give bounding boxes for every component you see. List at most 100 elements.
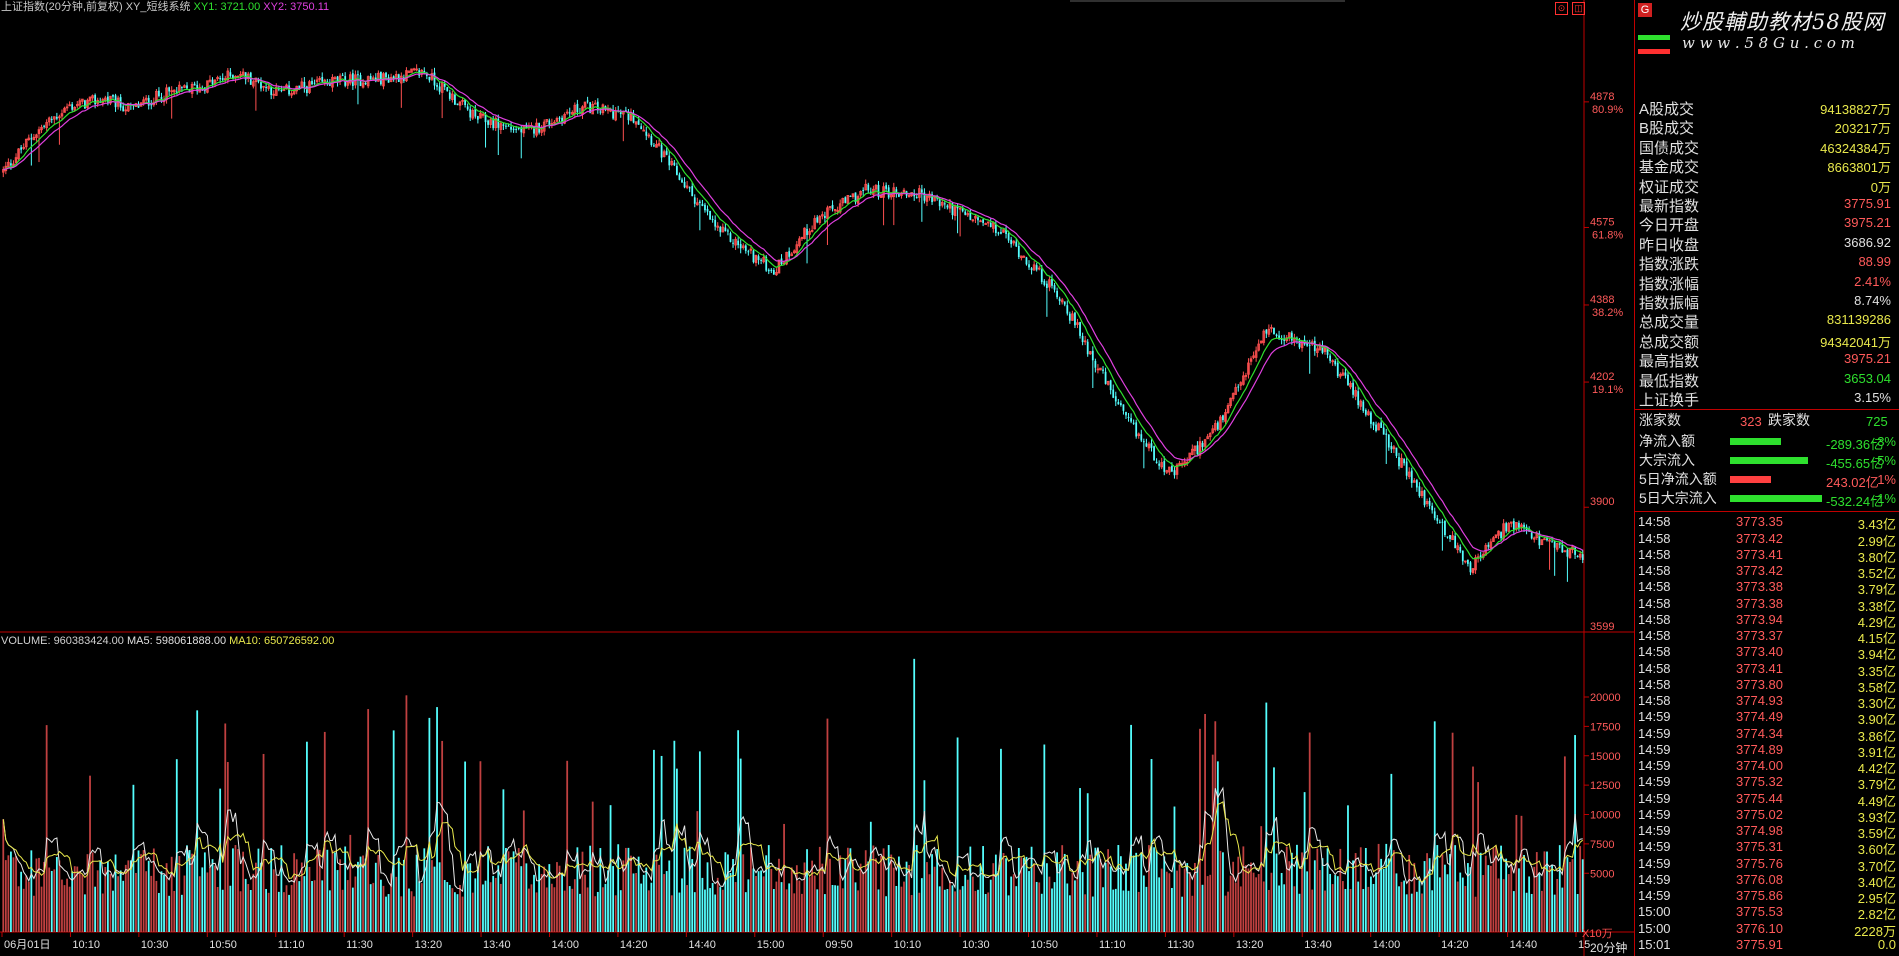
tick-row[interactable]: 14:59 3776.08 3.40亿 [1636, 872, 1899, 890]
price-tick-label: 4575 [1590, 216, 1614, 228]
volume-bar [252, 873, 255, 932]
tick-time: 14:58 [1638, 530, 1671, 546]
candle-body [400, 75, 403, 84]
volume-bar [229, 885, 232, 932]
volume-bar [612, 866, 615, 932]
volume-bar [1495, 845, 1497, 932]
volume-bar [686, 885, 689, 932]
tick-row[interactable]: 14:58 3773.37 4.15亿 [1636, 628, 1899, 646]
tick-row[interactable]: 14:59 3774.89 3.91亿 [1636, 742, 1899, 760]
tick-time: 14:58 [1638, 546, 1671, 562]
tick-row[interactable]: 15:01 3775.91 0.0 [1636, 937, 1899, 955]
price-tick-label: 4202 [1590, 371, 1614, 383]
tick-row[interactable]: 14:59 3775.31 3.60亿 [1636, 839, 1899, 857]
candle-body [1420, 490, 1424, 497]
volume-bar [747, 879, 750, 932]
candle-body [474, 108, 477, 117]
volume-bar [413, 896, 415, 932]
tick-price: 3773.41 [1736, 546, 1783, 562]
tick-row[interactable]: 14:58 3773.42 3.52亿 [1636, 563, 1899, 581]
tick-row[interactable]: 14:58 3773.41 3.35亿 [1636, 661, 1899, 679]
tick-row[interactable]: 15:00 3776.10 2228万 [1636, 921, 1899, 939]
volume-bar [1171, 887, 1173, 932]
volume-bar [665, 871, 668, 932]
candle-body [1196, 445, 1199, 455]
volume-bar [4, 860, 7, 932]
tick-row[interactable]: 14:59 3775.02 3.93亿 [1636, 807, 1899, 825]
candle-body [795, 244, 799, 253]
volume-bar [834, 885, 836, 932]
candle-body [1469, 562, 1472, 573]
candle-body [127, 103, 130, 112]
volume-bar [1533, 866, 1536, 932]
candle-body [798, 238, 801, 246]
tick-row[interactable]: 14:59 3774.49 3.90亿 [1636, 709, 1899, 727]
volume-bar [211, 859, 214, 932]
candle-body [1487, 544, 1490, 547]
tick-row[interactable]: 14:58 3773.94 4.29亿 [1636, 612, 1899, 630]
volume-bar [520, 866, 523, 932]
tick-row[interactable]: 14:58 3774.93 3.30亿 [1636, 693, 1899, 711]
tick-row[interactable]: 15:00 3775.53 2.82亿 [1636, 904, 1899, 922]
volume-bar [1535, 852, 1538, 932]
candle-body [1359, 400, 1363, 407]
tick-row[interactable]: 14:58 3773.38 3.38亿 [1636, 596, 1899, 614]
volume-bar [58, 860, 61, 932]
volume-bar [17, 886, 20, 932]
tick-row[interactable]: 14:59 3774.34 3.86亿 [1636, 726, 1899, 744]
info-row: 最高指数 3975.21 [1636, 349, 1899, 370]
tick-row[interactable]: 14:58 3773.35 3.43亿 [1636, 514, 1899, 532]
volume-bar [247, 884, 250, 932]
volume-bar [1403, 880, 1406, 932]
candle-body [640, 126, 643, 130]
candle-body [1081, 335, 1084, 343]
candle-body [714, 219, 717, 227]
tick-row[interactable]: 14:59 3774.98 3.59亿 [1636, 823, 1899, 841]
tick-row[interactable]: 14:58 3773.42 2.99亿 [1636, 531, 1899, 549]
candle-body [1222, 415, 1224, 420]
volume-bar [1234, 882, 1237, 932]
volume-bar [20, 871, 23, 932]
candle-body [563, 114, 566, 124]
candle-body [349, 74, 352, 84]
settings-icon[interactable]: ⊙ [1555, 2, 1568, 15]
tick-row[interactable]: 14:58 3773.41 3.80亿 [1636, 547, 1899, 565]
volume-bar [770, 868, 773, 932]
candle-body [568, 112, 571, 114]
volume-bar [1209, 874, 1212, 932]
volume-bar [750, 847, 752, 932]
volume-bar [1296, 844, 1298, 932]
candle-body [1000, 231, 1002, 234]
tick-row[interactable]: 14:59 3775.32 3.79亿 [1636, 774, 1899, 792]
tick-row[interactable]: 14:58 3773.40 3.94亿 [1636, 644, 1899, 662]
candle-body [956, 205, 959, 209]
volume-bar [1257, 874, 1260, 932]
volume-bar [132, 784, 135, 932]
candle-body [1489, 541, 1493, 549]
volume-bar [152, 848, 155, 932]
period-label[interactable]: 20分钟 [1590, 941, 1628, 955]
candle-body [1405, 461, 1408, 476]
volume-bar [1020, 857, 1023, 932]
candle-body [1313, 340, 1316, 352]
volume-bar [589, 845, 592, 932]
volume-bar [454, 892, 456, 932]
tick-row[interactable]: 14:59 3775.86 2.95亿 [1636, 888, 1899, 906]
tick-row[interactable]: 14:59 3774.00 4.42亿 [1636, 758, 1899, 776]
volume-bar [1056, 852, 1058, 932]
tick-row[interactable]: 14:59 3775.76 3.70亿 [1636, 856, 1899, 874]
candle-body [1155, 461, 1158, 463]
candle-body [175, 91, 178, 93]
tick-row[interactable]: 14:58 3773.38 3.79亿 [1636, 579, 1899, 597]
candle-body [1150, 443, 1153, 448]
volume-bar [1538, 873, 1541, 932]
tick-row[interactable]: 14:59 3775.44 4.49亿 [1636, 791, 1899, 809]
tick-row[interactable]: 14:58 3773.80 3.58亿 [1636, 677, 1899, 695]
candle-body [53, 116, 56, 120]
volume-bar [96, 870, 99, 932]
candle-body [1035, 265, 1038, 270]
volume-bar [670, 895, 673, 932]
window-icon[interactable]: ◫ [1572, 2, 1585, 15]
volume-bar [604, 883, 607, 932]
